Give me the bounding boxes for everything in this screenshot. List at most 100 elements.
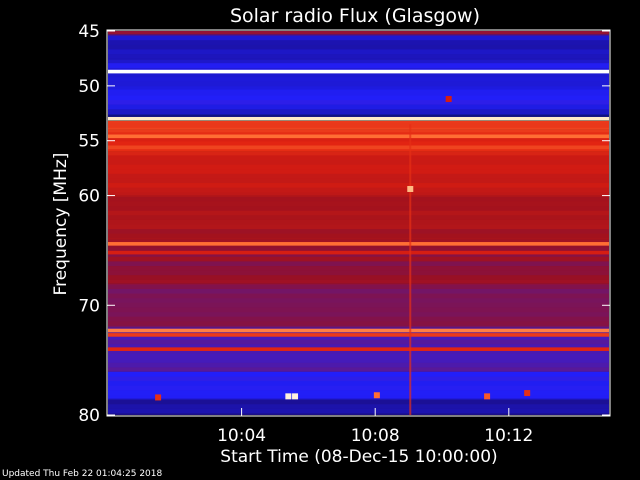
heatmap-texture-line [108, 298, 609, 303]
heatmap-texture-line [108, 164, 609, 170]
heatmap-texture-line [108, 275, 609, 280]
heatmap-texture-line [108, 192, 609, 197]
emission-line [108, 328, 609, 333]
heatmap-texture-line [108, 413, 609, 415]
heatmap-texture-line [108, 390, 609, 396]
heatmap-texture-line [108, 155, 609, 161]
y-tick-label: 80 [78, 406, 100, 426]
heatmap-texture-line [108, 362, 609, 368]
heatmap-texture-line [108, 123, 609, 128]
heatmap-texture-line [108, 183, 609, 188]
emission-line [108, 145, 609, 150]
heatmap-texture-line [108, 178, 609, 184]
heatmap-texture [108, 31, 609, 415]
heatmap-texture-line [108, 289, 609, 294]
heatmap-texture-line [108, 252, 609, 257]
heatmap-texture-line [108, 381, 609, 386]
heatmap-texture-line [108, 210, 609, 216]
heatmap-texture-line [108, 247, 609, 253]
heatmap-texture-line [108, 399, 609, 405]
heatmap-texture-line [108, 307, 609, 313]
heatmap-texture-line [108, 77, 609, 82]
emission-line [108, 250, 609, 255]
heatmap-texture-line [108, 395, 609, 400]
spectrogram-heatmap [108, 31, 609, 415]
heatmap-texture-line [108, 86, 609, 91]
hot-spot [292, 393, 299, 400]
heatmap-texture-line [108, 376, 609, 382]
heatmap-texture-line [108, 358, 609, 363]
heatmap-texture-line [108, 270, 609, 276]
emission-line [108, 333, 609, 337]
heatmap-texture-line [108, 279, 609, 285]
updated-timestamp: Updated Thu Feb 22 01:04:25 2018 [2, 469, 163, 479]
heatmap-texture-line [108, 284, 609, 290]
heatmap-texture-line [108, 173, 609, 179]
heatmap-texture-line [108, 150, 609, 156]
heatmap-texture-line [108, 302, 609, 308]
heatmap-texture-line [108, 72, 609, 78]
hot-spot [407, 185, 414, 192]
heatmap-texture-line [108, 187, 609, 193]
heatmap-texture-line [108, 353, 609, 359]
heatmap-texture-line [108, 169, 609, 174]
heatmap-texture-line [108, 266, 609, 271]
heatmap-texture-line [108, 233, 609, 239]
vertical-streak [409, 124, 412, 415]
emission-line [108, 116, 609, 121]
heatmap-texture-line [108, 408, 609, 414]
x-tick-label: 10:04 [217, 426, 266, 446]
heatmap-texture-line [108, 219, 609, 225]
heatmap-texture-line [108, 261, 609, 267]
heatmap-texture-line [108, 40, 609, 45]
heatmap-texture-line [108, 196, 609, 202]
heatmap-texture-line [108, 109, 609, 114]
heatmap-texture-line [108, 325, 609, 331]
plot-frame [106, 29, 611, 417]
heatmap-texture-line [108, 344, 609, 349]
y-tick-label: 55 [78, 132, 100, 152]
heatmap-texture-line [108, 348, 609, 354]
heatmap-texture-line [108, 330, 609, 336]
y-tick-label: 70 [78, 296, 100, 316]
heatmap-texture-line [108, 206, 609, 211]
hot-spot [484, 393, 491, 400]
hot-spot [445, 96, 452, 103]
heatmap-texture-line [108, 293, 609, 299]
heatmap-texture-line [108, 136, 609, 142]
heatmap-texture-line [108, 321, 609, 326]
heatmap-texture-line [108, 229, 609, 234]
y-tick-label: 45 [78, 22, 100, 42]
heatmap-texture-line [108, 385, 609, 391]
heatmap-texture-line [108, 367, 609, 372]
heatmap-texture-line [108, 238, 609, 243]
emission-line [108, 242, 609, 246]
heatmap-texture-line [108, 224, 609, 230]
hot-spot [373, 392, 380, 399]
heatmap-texture-line [108, 31, 609, 36]
heatmap-texture-line [108, 35, 609, 41]
y-tick-label: 50 [78, 77, 100, 97]
x-tick-label: 10:12 [484, 426, 533, 446]
heatmap-texture-line [108, 316, 609, 322]
emission-line [108, 347, 609, 351]
hot-spot [285, 393, 292, 400]
emission-line [108, 134, 609, 139]
heatmap-texture-line [108, 335, 609, 340]
heatmap-texture-line [108, 215, 609, 220]
heatmap-texture-line [108, 81, 609, 87]
heatmap-texture-line [108, 371, 609, 377]
heatmap-texture-line [108, 113, 609, 119]
hot-spot [155, 394, 162, 401]
y-axis-label: Frequency [MHz] [51, 153, 71, 296]
heatmap-texture-line [108, 58, 609, 64]
heatmap-texture-line [108, 127, 609, 133]
heatmap-texture-line [108, 63, 609, 68]
heatmap-texture-line [108, 160, 609, 165]
heatmap-texture-line [108, 49, 609, 55]
x-tick-label: 10:08 [351, 426, 400, 446]
heatmap-texture-line [108, 256, 609, 262]
y-tick-label: 60 [78, 187, 100, 207]
heatmap-texture-line [108, 54, 609, 59]
